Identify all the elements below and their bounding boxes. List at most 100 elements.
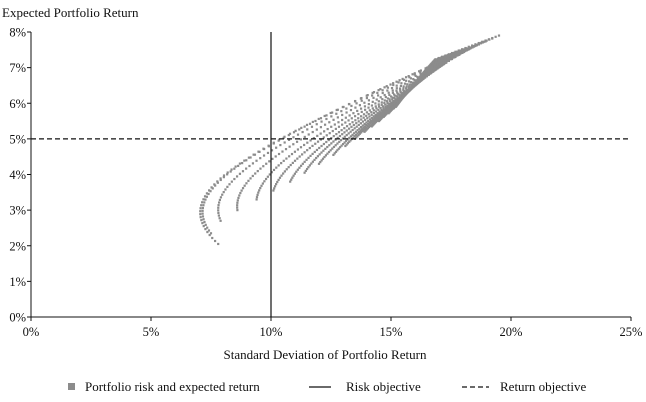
data-point xyxy=(237,196,240,200)
y-tick-label: 0% xyxy=(9,311,26,325)
data-point xyxy=(316,155,319,158)
data-point xyxy=(255,196,259,199)
data-point xyxy=(409,77,412,80)
data-point xyxy=(253,153,257,156)
data-point xyxy=(388,102,391,106)
data-point xyxy=(383,108,386,111)
data-point xyxy=(460,49,463,52)
data-point xyxy=(345,143,348,146)
data-point xyxy=(327,150,331,154)
data-point xyxy=(280,174,283,177)
data-point xyxy=(375,110,378,113)
data-point xyxy=(391,98,394,101)
data-point xyxy=(380,113,384,116)
data-point xyxy=(384,105,387,109)
data-point xyxy=(350,104,353,108)
data-point xyxy=(315,123,318,126)
data-point xyxy=(222,176,225,179)
data-point xyxy=(392,107,395,110)
data-point xyxy=(324,147,327,150)
data-point xyxy=(285,157,288,160)
data-point xyxy=(391,91,394,94)
data-point xyxy=(375,98,378,101)
data-point xyxy=(376,91,379,94)
data-point xyxy=(326,127,329,131)
data-point xyxy=(338,140,341,143)
data-point xyxy=(303,135,306,139)
data-point xyxy=(343,135,346,138)
data-point xyxy=(203,201,206,204)
data-point xyxy=(419,69,422,72)
data-point xyxy=(365,123,368,127)
data-point xyxy=(404,90,407,93)
data-point xyxy=(296,168,299,171)
data-point xyxy=(200,219,203,222)
data-point xyxy=(263,180,266,183)
data-point xyxy=(265,162,268,165)
data-point xyxy=(299,146,303,149)
data-point xyxy=(449,52,453,56)
data-point xyxy=(275,166,278,169)
data-point xyxy=(404,76,408,79)
data-point xyxy=(332,118,335,121)
data-point xyxy=(357,120,360,123)
data-point xyxy=(348,103,351,106)
data-point xyxy=(367,99,371,102)
data-point xyxy=(349,108,353,112)
data-point xyxy=(310,125,314,128)
data-point xyxy=(359,126,363,129)
data-point xyxy=(413,73,416,76)
data-point xyxy=(392,82,395,85)
data-point xyxy=(359,115,363,118)
data-point xyxy=(360,128,363,131)
data-point xyxy=(380,101,383,104)
data-point xyxy=(326,152,329,155)
data-point xyxy=(336,108,339,111)
data-point xyxy=(233,167,236,170)
data-point xyxy=(199,210,202,213)
data-point xyxy=(388,93,391,97)
data-point xyxy=(341,142,345,146)
data-point xyxy=(379,96,382,99)
data-point xyxy=(388,98,391,101)
data-point xyxy=(355,102,358,105)
data-point xyxy=(371,91,374,95)
data-point xyxy=(372,112,375,115)
data-point xyxy=(266,151,270,155)
data-point xyxy=(334,138,337,141)
data-point xyxy=(213,239,217,243)
data-point xyxy=(397,81,400,84)
data-point xyxy=(388,100,391,103)
data-point xyxy=(358,127,361,130)
data-point xyxy=(240,189,243,192)
data-point xyxy=(241,170,245,173)
data-point xyxy=(360,118,363,121)
data-point xyxy=(328,132,331,135)
data-point xyxy=(213,183,216,186)
data-point xyxy=(281,150,284,153)
data-point xyxy=(451,54,454,57)
data-point xyxy=(211,236,214,240)
data-point xyxy=(335,112,338,115)
data-point xyxy=(336,116,339,119)
data-point xyxy=(334,127,337,131)
data-point xyxy=(319,161,322,164)
data-point xyxy=(328,121,331,124)
data-point xyxy=(219,219,222,222)
data-point xyxy=(381,98,384,101)
data-point xyxy=(411,81,415,84)
legend-marker xyxy=(68,383,75,390)
data-point xyxy=(357,130,361,134)
data-point xyxy=(273,185,277,188)
data-point xyxy=(384,95,387,99)
data-point xyxy=(323,114,326,118)
x-tick-label: 5% xyxy=(143,325,160,339)
data-point xyxy=(292,143,295,146)
data-point xyxy=(316,134,319,137)
data-point xyxy=(376,112,379,115)
data-point xyxy=(348,114,351,117)
data-point xyxy=(328,144,331,147)
data-point xyxy=(313,158,316,161)
data-point xyxy=(367,119,370,123)
data-point xyxy=(319,138,323,141)
